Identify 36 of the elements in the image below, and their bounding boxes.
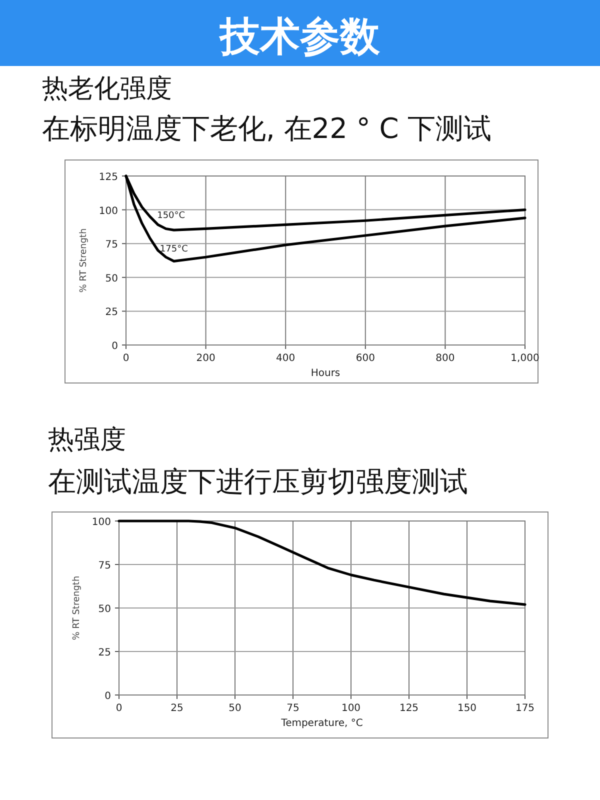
x-tick-label: 0	[122, 353, 130, 364]
y-axis-title: % RT Strength	[72, 576, 82, 640]
y-tick-label: 25	[98, 648, 111, 658]
y-tick-label: 75	[98, 560, 111, 572]
x-tick-label: 175	[515, 703, 535, 714]
chart-title: 热老化强度	[42, 74, 172, 104]
y-axis-title: % RT Strength	[79, 228, 89, 293]
x-tick-label: 200	[196, 353, 216, 364]
y-tick-label: 125	[98, 172, 118, 183]
x-tick-label: 600	[356, 353, 375, 364]
y-tick-label: 100	[98, 206, 118, 217]
x-axis-title: Temperature, °C	[280, 718, 363, 729]
x-tick-label: 100	[341, 703, 361, 714]
chart-subtitle: 在标明温度下老化, 在22 ° C 下测试	[42, 112, 492, 145]
y-tick-label: 100	[92, 517, 111, 528]
x-tick-label: 150	[457, 703, 477, 714]
y-tick-label: 50	[98, 604, 111, 615]
x-tick-label: 800	[436, 353, 455, 364]
text: 技术参数	[218, 14, 381, 60]
y-tick-label: 0	[112, 341, 118, 352]
annotation: 175°C	[160, 244, 188, 255]
y-tick-label: 50	[105, 273, 118, 284]
chart-subtitle: 在测试温度下进行压剪切强度测试	[48, 465, 468, 498]
x-tick-label: 75	[286, 703, 300, 714]
x-tick-label: 25	[170, 703, 184, 714]
line-series	[118, 520, 526, 606]
x-tick-label: 50	[228, 703, 242, 714]
x-axis-title: Hours	[310, 368, 340, 379]
x-tick-label: 400	[276, 353, 296, 364]
x-tick-label: 1,000	[510, 353, 540, 364]
y-tick-label: 75	[105, 240, 118, 251]
x-tick-label: 125	[399, 703, 419, 714]
y-tick-label: 0	[104, 691, 111, 702]
chart-title: 热强度	[48, 425, 126, 455]
annotation: 150°C	[157, 210, 186, 221]
y-tick-label: 25	[105, 307, 118, 318]
